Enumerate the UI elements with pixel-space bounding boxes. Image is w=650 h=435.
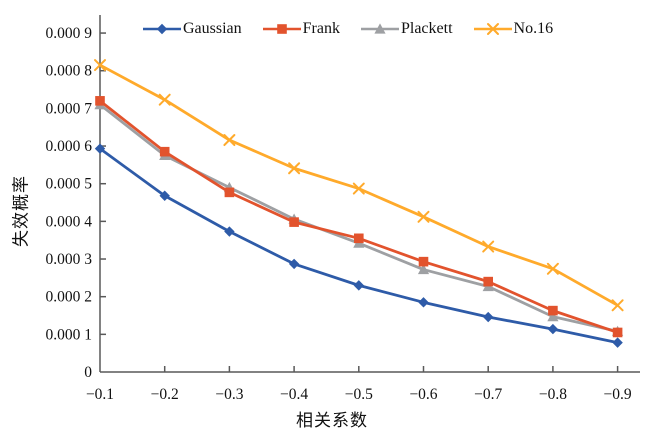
marker-square: [418, 256, 429, 267]
y-tick-label: 0.000 7: [46, 100, 93, 117]
legend: Gaussian Frank Plackett No.16: [142, 20, 553, 38]
y-tick-label: 0.000 6: [46, 138, 93, 155]
legend-label: Gaussian: [183, 20, 242, 37]
marker-triangle: [417, 263, 430, 275]
marker-x: [486, 23, 499, 35]
y-tick-label: 0: [84, 364, 92, 381]
marker-square: [483, 276, 493, 287]
legend-item-plackett: Plackett: [360, 20, 453, 38]
marker-diamond: [612, 337, 623, 348]
marker-square: [612, 327, 623, 338]
y-axis-title: 失效概率: [11, 175, 31, 247]
legend-item-gaussian: Gaussian: [142, 20, 242, 38]
x-axis-title: 相关系数: [296, 411, 368, 430]
marker-diamond: [288, 258, 300, 270]
marker-diamond: [94, 143, 106, 154]
marker-diamond: [159, 190, 170, 201]
marker-x: [482, 240, 495, 253]
series-line: [98, 63, 619, 307]
y-tick-label: 0.000 8: [46, 63, 93, 80]
series-no-16: [94, 59, 624, 312]
y-tick-label: 0.000 5: [46, 176, 93, 193]
series-plackett: [94, 99, 624, 336]
legend-label: Frank: [302, 20, 340, 37]
series-gaussian: [94, 143, 623, 348]
y-tick-label: 0.000 3: [46, 251, 93, 268]
legend-label: Plackett: [400, 20, 453, 37]
marker-square: [548, 305, 558, 316]
series-line: [98, 103, 619, 333]
marker-diamond: [418, 297, 429, 308]
marker-x: [417, 210, 430, 223]
x-tick-label: −0.4: [280, 386, 308, 403]
x-tick-label: −0.1: [86, 386, 114, 403]
x-tick-label: −0.8: [539, 386, 567, 403]
marker-x: [158, 93, 171, 106]
y-tick-label: 0.000 4: [46, 213, 93, 230]
marker-square: [276, 24, 287, 34]
marker-triangle: [547, 311, 559, 322]
marker-diamond: [224, 226, 235, 237]
marker-diamond: [483, 311, 494, 323]
marker-square: [289, 217, 299, 227]
marker-x: [546, 262, 559, 275]
x-tick-label: −0.5: [345, 386, 373, 403]
x-tick-label: −0.9: [604, 386, 632, 403]
y-tick-label: 0.000 1: [46, 326, 93, 343]
series-line: [98, 99, 619, 334]
x-tick-label: −0.7: [474, 386, 502, 403]
x-tick-label: −0.6: [409, 386, 437, 403]
legend-swatch: [473, 23, 512, 35]
legend-swatch: [143, 23, 181, 35]
y-tick-label: 0.000 2: [46, 289, 93, 306]
y-tick-label: 0.000 9: [46, 25, 93, 42]
legend-swatch: [262, 24, 301, 34]
marker-diamond: [547, 323, 559, 335]
marker-square: [95, 96, 105, 106]
marker-x: [223, 134, 236, 147]
legend-item-no-16: No.16: [473, 20, 554, 38]
marker-triangle: [374, 23, 386, 34]
marker-x: [352, 182, 365, 195]
tick-labels: 0 0.000 1 0.000 2 0.000 3 0.000 4 0.000 5 0.00…: [46, 25, 632, 403]
x-tick-label: −0.2: [151, 386, 179, 403]
marker-square: [159, 146, 170, 157]
axes: [99, 15, 640, 373]
marker-square: [354, 233, 364, 244]
marker-x: [94, 59, 106, 72]
marker-diamond: [156, 23, 168, 35]
marker-diamond: [353, 280, 364, 291]
legend-item-frank: Frank: [262, 20, 340, 38]
marker-x: [611, 299, 624, 312]
legend-label: No.16: [513, 20, 554, 37]
legend-swatch: [360, 23, 399, 34]
series-frank: [95, 96, 623, 338]
x-tick-label: −0.3: [215, 386, 243, 403]
marker-square: [224, 187, 235, 198]
marker-x: [288, 162, 301, 175]
